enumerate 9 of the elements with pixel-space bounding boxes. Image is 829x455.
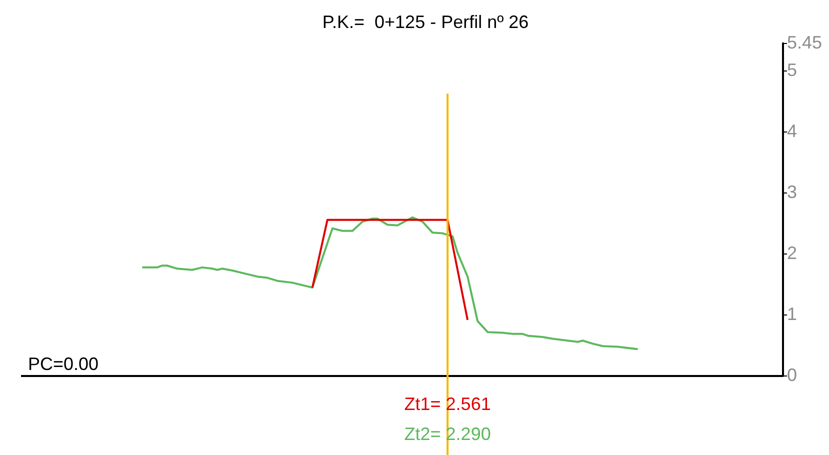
y-tick-label: 3: [787, 182, 798, 202]
y-tick-label: 1: [787, 304, 798, 324]
y-tick-label: 5: [787, 60, 798, 80]
y-tick-label: 5.45: [787, 32, 822, 53]
y-tick-label: 2: [787, 242, 798, 263]
chart-title: P.K.= 0+125 - Perfil nº 26: [322, 12, 529, 32]
y-tick-label: 4: [787, 121, 798, 142]
y-tick-label: 0: [787, 364, 798, 385]
annotation: PC=0.00: [28, 354, 99, 374]
